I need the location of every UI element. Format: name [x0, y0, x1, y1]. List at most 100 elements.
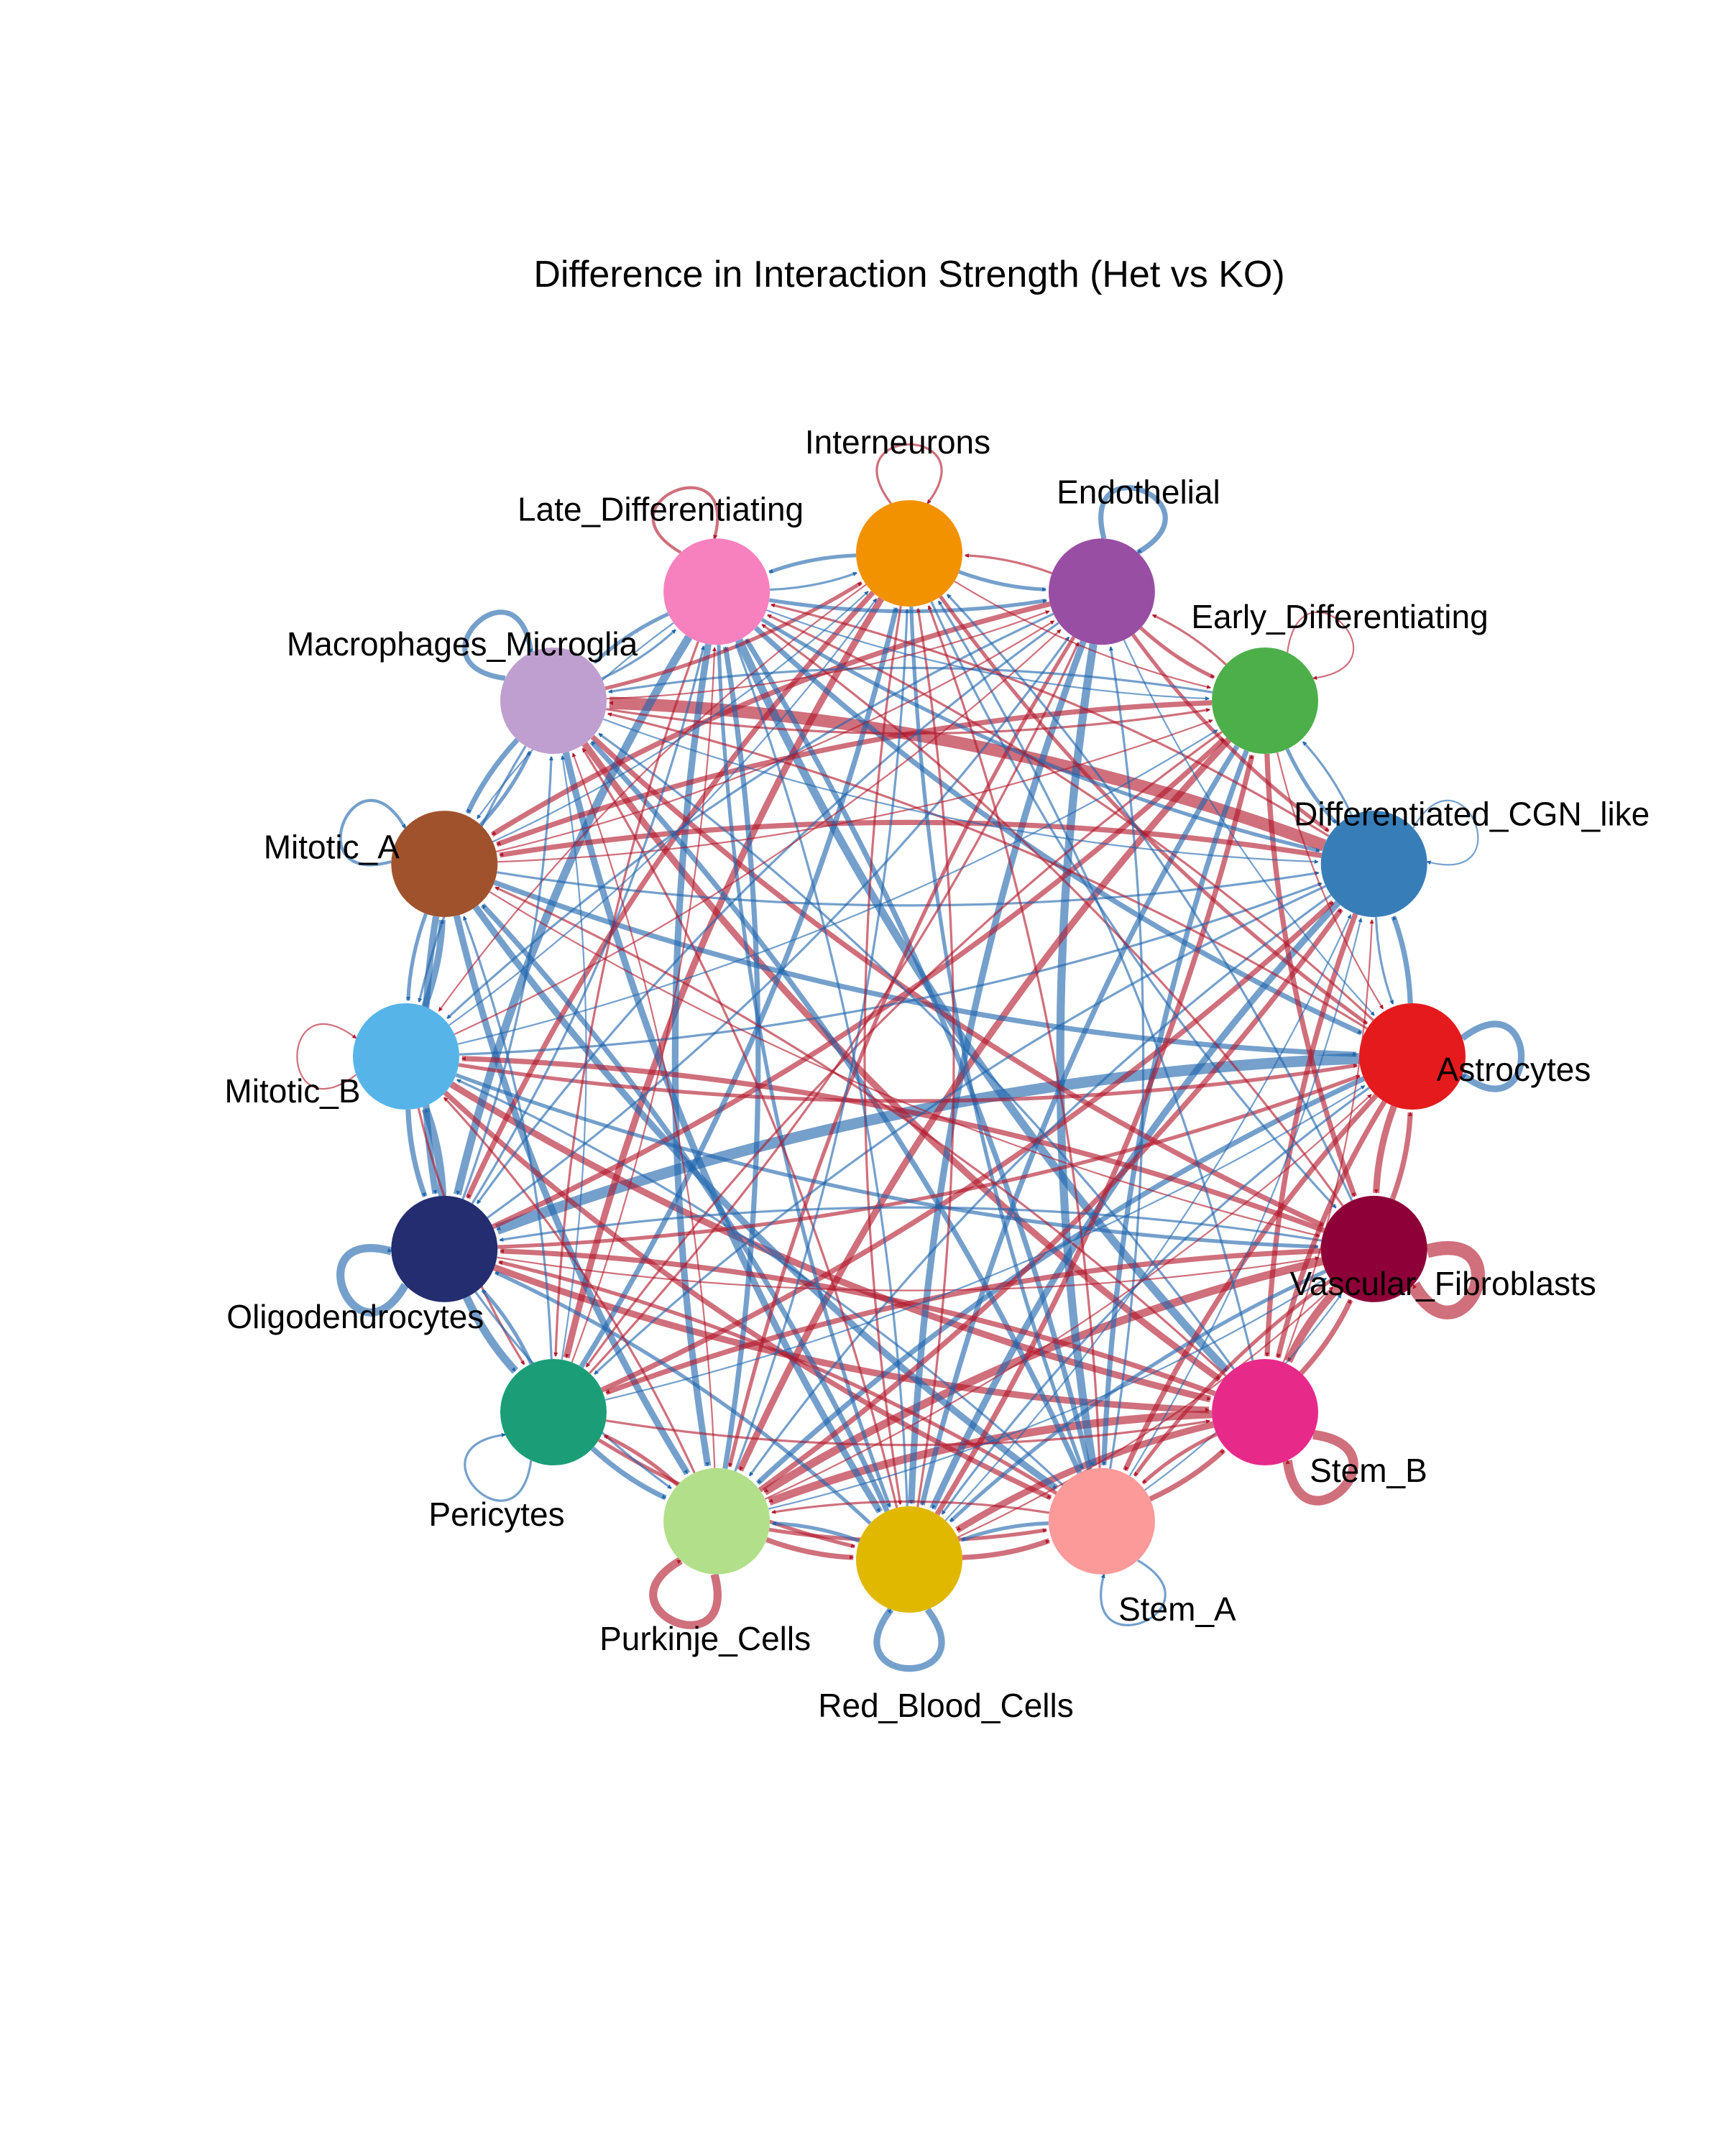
edge-mitotic_a-to-vascular_fibroblasts: [489, 890, 1320, 1238]
edge-mitotic_b-to-endothelial: [454, 629, 1062, 1036]
edge-early_differentiating-to-purkinje_cells: [737, 737, 1232, 1472]
edge-stem_a-to-purkinje_cells: [771, 1500, 1050, 1514]
edge-interneurons-to-mitotic_b: [438, 584, 867, 1012]
edge-vascular_fibroblasts-to-late_differentiating: [761, 623, 1344, 1207]
edge-purkinje_cells-to-interneurons: [734, 608, 909, 1472]
edge-astrocytes-to-stem_b: [1275, 1100, 1387, 1359]
edges-layer: [405, 553, 1413, 1560]
self-loop-purkinje_cells: [649, 1557, 722, 1629]
edge-interneurons-to-early_differentiating: [954, 580, 1212, 689]
edge-stem_b-to-stem_a: [1141, 1432, 1218, 1485]
edge-mitotic_a-to-purkinje_cells: [453, 915, 691, 1475]
edge-mitotic_b-to-oligodendrocytes: [405, 1109, 428, 1197]
edge-differentiated_cgn_like-to-astrocytes: [1374, 917, 1394, 1005]
edge-early_differentiating-to-macrophages_microglia: [608, 666, 1213, 694]
edge-oligodendrocytes-to-astrocytes: [497, 1074, 1361, 1249]
edge-late_differentiating-to-oligodendrocytes: [453, 635, 693, 1196]
self-loop-late_differentiating: [651, 486, 719, 554]
edge-late_differentiating-to-interneurons: [770, 571, 857, 591]
edge-mitotic_b-to-differentiated_cgn_like: [459, 882, 1322, 1056]
edge-differentiated_cgn_like-to-early_differentiating: [1302, 741, 1353, 816]
edge-astrocytes-to-differentiated_cgn_like: [1391, 916, 1413, 1004]
edge-macrophages_microglia-to-late_differentiating: [601, 629, 676, 680]
edge-endothelial-to-mitotic_b: [446, 612, 1054, 1020]
edge-pericytes-to-macrophages_microglia: [561, 755, 587, 1360]
self-loops-layer: [296, 443, 1525, 1672]
edge-macrophages_microglia-to-red_blood_cells: [562, 751, 883, 1514]
node-label-differentiated_cgn_like: Differentiated_CGN_like: [1294, 795, 1650, 832]
edge-purkinje_cells-to-macrophages_microglia: [572, 752, 716, 1468]
self-loop-astrocytes: [1460, 1021, 1525, 1092]
self-loop-macrophages_microglia: [462, 609, 534, 681]
node-label-mitotic_b: Mitotic_B: [224, 1072, 360, 1110]
node-label-stem_a: Stem_A: [1118, 1590, 1236, 1628]
edge-mitotic_b-to-stem_b: [449, 1081, 1212, 1403]
self-loop-mitotic_b: [296, 1023, 357, 1090]
node-oligodendrocytes: [391, 1195, 498, 1302]
edge-pericytes-to-astrocytes: [604, 1084, 1366, 1401]
edge-vascular_fibroblasts-to-pericytes: [604, 1248, 1321, 1396]
node-vascular_fibroblasts: [1320, 1195, 1427, 1302]
edge-late_differentiating-to-early_differentiating: [766, 609, 1210, 701]
edge-endothelial-to-astrocytes: [1123, 640, 1375, 1016]
node-differentiated_cgn_like: [1320, 811, 1427, 918]
edge-astrocytes-to-vascular_fibroblasts: [1373, 1105, 1397, 1194]
self-loop-stem_b: [1282, 1429, 1358, 1506]
edge-stem_a-to-differentiated_cgn_like: [1128, 918, 1363, 1477]
edge-early_differentiating-to-astrocytes: [1276, 752, 1384, 1010]
edge-stem_b-to-vascular_fibroblasts: [1299, 1299, 1353, 1376]
self-loop-early_differentiating: [1287, 611, 1355, 681]
edge-mitotic_b-to-vascular_fibroblasts: [455, 1073, 1319, 1249]
edge-red_blood_cells-to-oligodendrocytes: [494, 1271, 872, 1525]
edge-red_blood_cells-to-early_differentiating: [934, 754, 1255, 1516]
node-label-pericytes: Pericytes: [428, 1496, 564, 1533]
node-red_blood_cells: [856, 1506, 962, 1613]
edge-differentiated_cgn_like-to-stem_b: [1264, 913, 1358, 1357]
self-loop-pericytes: [464, 1432, 533, 1502]
edge-stem_a-to-oligodendrocytes: [498, 1260, 1058, 1496]
node-mitotic_a: [391, 811, 498, 918]
edge-early_differentiating-to-mitotic_a: [496, 700, 1213, 847]
self-loop-mitotic_a: [339, 798, 407, 867]
node-label-stem_b: Stem_B: [1310, 1452, 1427, 1489]
edge-stem_a-to-stem_b: [1149, 1448, 1226, 1502]
edge-purkinje_cells-to-mitotic_b: [443, 1097, 696, 1474]
node-label-mitotic_a: Mitotic_A: [264, 828, 400, 865]
node-label-early_differentiating: Early_Differentiating: [1191, 598, 1488, 635]
edge-mitotic_b-to-astrocytes: [458, 1063, 1358, 1103]
node-purkinje_cells: [663, 1468, 770, 1575]
edge-macrophages_microglia-to-endothelial: [606, 610, 1050, 700]
node-label-endothelial: Endothelial: [1057, 473, 1220, 510]
edge-red_blood_cells-to-mitotic_a: [480, 903, 890, 1513]
edge-stem_b-to-interneurons: [937, 600, 1254, 1361]
edge-red_blood_cells-to-macrophages_microglia: [581, 747, 898, 1508]
edge-red_blood_cells-to-stem_a: [962, 1538, 1050, 1560]
node-interneurons: [856, 500, 962, 607]
edge-early_differentiating-to-vascular_fibroblasts: [1264, 753, 1357, 1197]
edge-vascular_fibroblasts-to-interneurons: [946, 594, 1353, 1202]
edge-stem_b-to-purkinje_cells: [768, 1410, 1213, 1506]
edge-endothelial-to-differentiated_cgn_like: [1131, 633, 1330, 833]
edge-mitotic_b-to-interneurons: [448, 598, 878, 1026]
edge-oligodendrocytes-to-vascular_fibroblasts: [497, 1256, 1320, 1291]
edge-interneurons-to-oligodendrocytes: [465, 590, 875, 1199]
edge-mitotic_b-to-early_differentiating: [457, 729, 1218, 1045]
edge-pericytes-to-stem_b: [605, 1419, 1210, 1447]
node-endothelial: [1048, 538, 1155, 645]
node-stem_b: [1212, 1359, 1318, 1465]
edge-early_differentiating-to-endothelial: [1151, 614, 1227, 665]
edge-mitotic_b-to-stem_a: [443, 1090, 1052, 1501]
edge-pericytes-to-endothelial: [589, 642, 1080, 1374]
edge-interneurons-to-endothelial: [958, 570, 1046, 592]
edge-mitotic_a-to-macrophages_microglia: [479, 750, 532, 826]
edge-interneurons-to-late_differentiating: [768, 553, 857, 574]
self-loop-oligodendrocytes: [336, 1244, 409, 1317]
node-label-vascular_fibroblasts: Vascular_Fibroblasts: [1290, 1265, 1596, 1302]
edge-pericytes-to-purkinje_cells: [590, 1446, 667, 1501]
edge-purkinje_cells-to-vascular_fibroblasts: [768, 1277, 1328, 1510]
edge-mitotic_a-to-stem_a: [472, 905, 1059, 1491]
edge-endothelial-to-early_differentiating: [1139, 626, 1215, 679]
edge-oligodendrocytes-to-pericytes: [463, 1295, 519, 1374]
edge-mitotic_a-to-endothelial: [496, 620, 1055, 853]
edge-stem_b-to-oligodendrocytes: [500, 1248, 1216, 1396]
